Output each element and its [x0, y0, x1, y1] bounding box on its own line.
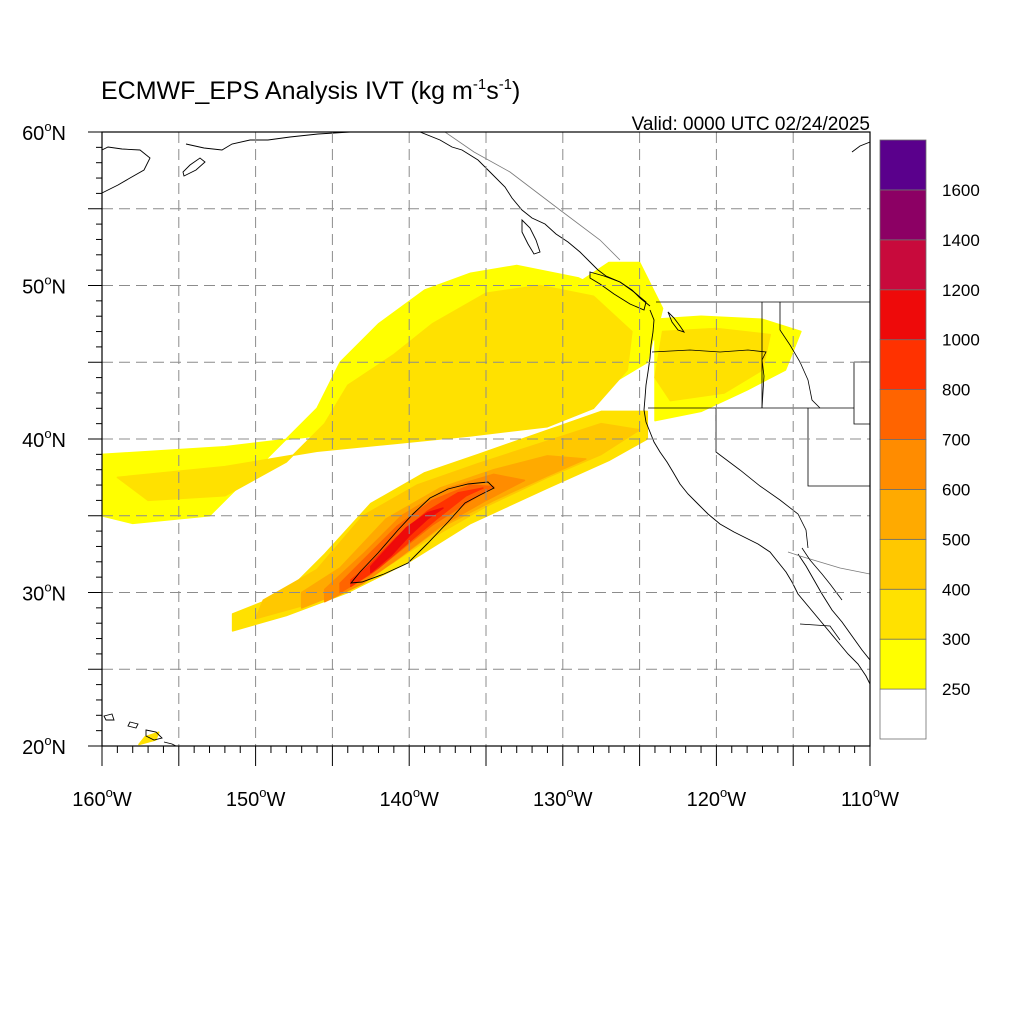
- colorbar-swatch: [879, 489, 927, 540]
- colorbar-swatch: [879, 339, 927, 390]
- colorbar: 250 300 400 500 600 700 800 1000 1200 1400 1600: [879, 139, 980, 740]
- colorbar-swatch: [879, 588, 927, 640]
- lon-label: 110oW: [841, 785, 899, 811]
- ivt-region-main-plume-300: [116, 284, 633, 502]
- ivt-region-interior-300: [654, 327, 771, 402]
- lon-label: 140oW: [379, 785, 439, 811]
- colorbar-label: 1200: [942, 281, 980, 300]
- colorbar-swatch: [879, 538, 927, 590]
- colorbar-swatch: [879, 638, 927, 690]
- colorbar-label: 1000: [942, 331, 980, 350]
- colorbar-swatch: [879, 389, 927, 440]
- lon-label: 160oW: [72, 785, 132, 811]
- latitude-labels: 60oN 50oN 40oN 30oN 20oN: [22, 119, 66, 759]
- coastline-vancouver-island: [589, 271, 647, 311]
- ivt-region-hawaii-250: [138, 731, 160, 746]
- colorbar-label: 600: [942, 480, 970, 499]
- colorbar-swatch: [879, 189, 927, 241]
- colorbar-swatch: [879, 239, 927, 291]
- colorbar-label: 500: [942, 530, 970, 549]
- border-az-ca: [801, 547, 843, 601]
- coastline-puget-sound: [667, 311, 686, 333]
- lon-label: 150oW: [226, 785, 286, 811]
- border-ca-nv: [715, 408, 809, 549]
- colorbar-label: 800: [942, 381, 970, 400]
- coastline-alaska-peninsula: [102, 146, 151, 194]
- border-nv-ut: [807, 408, 870, 487]
- border-alaska-canada: [444, 132, 621, 261]
- lat-label: 60oN: [22, 119, 66, 145]
- map-title: ECMWF_EPS Analysis IVT (kg m-1s-1): [101, 76, 520, 105]
- lat-label: 20oN: [22, 733, 66, 759]
- coastline-us-west: [643, 309, 870, 685]
- lat-label: 30oN: [22, 580, 66, 606]
- colorbar-label: 700: [942, 431, 970, 450]
- longitude-labels: 160oW 150oW 140oW 130oW 120oW 110oW: [72, 785, 899, 811]
- hawaii-islands: [103, 713, 177, 746]
- coastline-gulf-of-california: [797, 553, 870, 661]
- ivt-1000-contour: [349, 481, 495, 584]
- colorbar-swatch: [879, 289, 927, 341]
- border-us-mexico: [787, 551, 870, 575]
- colorbar-label: 1600: [942, 181, 980, 200]
- colorbar-swatch: [879, 688, 927, 740]
- colorbar-label: 400: [942, 580, 970, 599]
- ivt-shading: [102, 261, 802, 746]
- coastline-haida-gwaii: [521, 218, 541, 255]
- colorbar-label: 300: [942, 630, 970, 649]
- colorbar-swatch: [879, 439, 927, 490]
- colorbar-label: 1400: [942, 231, 980, 250]
- colorbar-label: 250: [942, 680, 970, 699]
- border-mexico-states: [799, 623, 841, 641]
- coastline-kodiak: [182, 157, 206, 177]
- lat-label: 40oN: [22, 426, 66, 452]
- lat-label: 50oN: [22, 273, 66, 299]
- axis-ticks: [88, 131, 871, 766]
- valid-time-label: Valid: 0000 UTC 02/24/2025: [632, 114, 870, 135]
- graticule: [102, 132, 870, 746]
- coastline-northeast: [851, 141, 870, 153]
- colorbar-swatch: [879, 139, 927, 191]
- lon-label: 120oW: [687, 785, 747, 811]
- border-or-wa: [651, 349, 767, 409]
- ivt-region-ar-core-1000: [370, 507, 444, 574]
- lon-label: 130oW: [533, 785, 593, 811]
